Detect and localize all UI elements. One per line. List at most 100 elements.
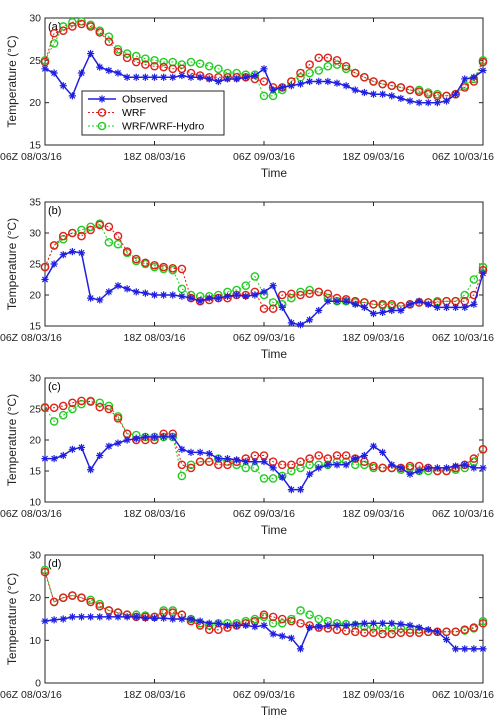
data-point [187,448,195,456]
data-point [187,73,195,81]
x-axis-label: Time [261,166,288,180]
data-point [452,462,460,470]
data-point [204,61,214,71]
data-point [470,464,478,472]
data-point [479,464,487,472]
data-point [452,90,460,98]
y-tick-label: 15 [29,466,41,478]
data-point [341,61,351,71]
x-tick-label: 18Z 09/03/16 [343,689,405,701]
data-point [150,56,159,65]
data-point [315,623,323,631]
data-point [131,57,141,67]
data-point [178,445,186,453]
data-point [333,621,341,629]
data-point [150,61,159,71]
data-point [461,303,469,311]
data-point [150,614,159,622]
data-point [59,251,67,259]
data-point [424,464,432,472]
data-point [442,97,451,105]
data-point [478,618,488,628]
data-point [314,287,324,297]
data-point [314,53,324,63]
data-point [378,79,387,89]
data-point [342,621,350,629]
data-point [68,404,77,414]
data-point [287,460,296,470]
data-point [214,64,223,74]
x-tick-label: 06Z 09/03/16 [233,151,295,163]
data-point [460,625,470,634]
data-point [233,621,241,629]
data-point [204,457,214,467]
data-point [159,57,168,67]
x-tick-label: 06Z 10/03/16 [432,689,494,701]
data-point [433,464,441,472]
data-point [369,90,378,98]
data-point [342,82,350,90]
data-point [342,461,350,469]
data-point [122,247,132,256]
data-point [260,458,268,466]
data-point [58,593,68,602]
data-point [187,615,195,623]
data-point [77,231,86,241]
data-point [68,248,76,256]
data-point [324,621,332,629]
data-point [369,461,378,471]
data-point [50,455,58,463]
data-point [452,303,460,311]
data-point [68,17,77,27]
panel-label: (b) [48,205,61,217]
data-point [77,69,86,77]
y-tick-label: 15 [29,321,41,333]
data-point [223,621,232,629]
data-point [396,628,406,637]
data-point [95,601,105,611]
data-point [405,628,415,637]
data-point [40,403,50,413]
data-point [58,410,68,420]
data-point [406,621,414,629]
data-point [68,92,76,100]
x-tick-label: 18Z 09/03/16 [343,332,405,344]
data-point [387,81,397,91]
legend-marker [98,95,106,103]
data-point [132,288,140,296]
data-point [141,60,150,69]
data-point [123,436,131,444]
data-point [150,433,159,441]
data-point [86,225,95,235]
data-point [132,435,140,443]
data-point [59,615,67,623]
data-point [369,442,378,450]
data-point [369,628,378,637]
x-tick-label: 18Z 08/03/16 [124,151,186,163]
data-point [187,294,195,302]
data-point [242,458,250,466]
data-point [315,306,323,315]
data-point [423,89,433,99]
data-point [314,66,324,75]
data-point [104,404,114,414]
x-axis-label: Time [261,347,288,361]
data-point [269,282,277,290]
data-point [379,619,387,627]
data-point [406,97,414,105]
data-point [59,451,67,460]
legend-marker [97,108,107,117]
data-point [414,87,424,96]
series-wrf [40,567,488,639]
y-tick-label: 30 [29,228,41,240]
data-point [306,623,314,632]
data-point [214,619,222,627]
data-point [77,613,86,621]
data-point [159,62,168,72]
data-point [169,615,177,623]
x-tick-label: 06Z 09/03/16 [233,508,295,520]
data-point [49,403,59,413]
series-observed [41,248,487,329]
data-point [214,294,222,302]
data-point [387,629,397,639]
